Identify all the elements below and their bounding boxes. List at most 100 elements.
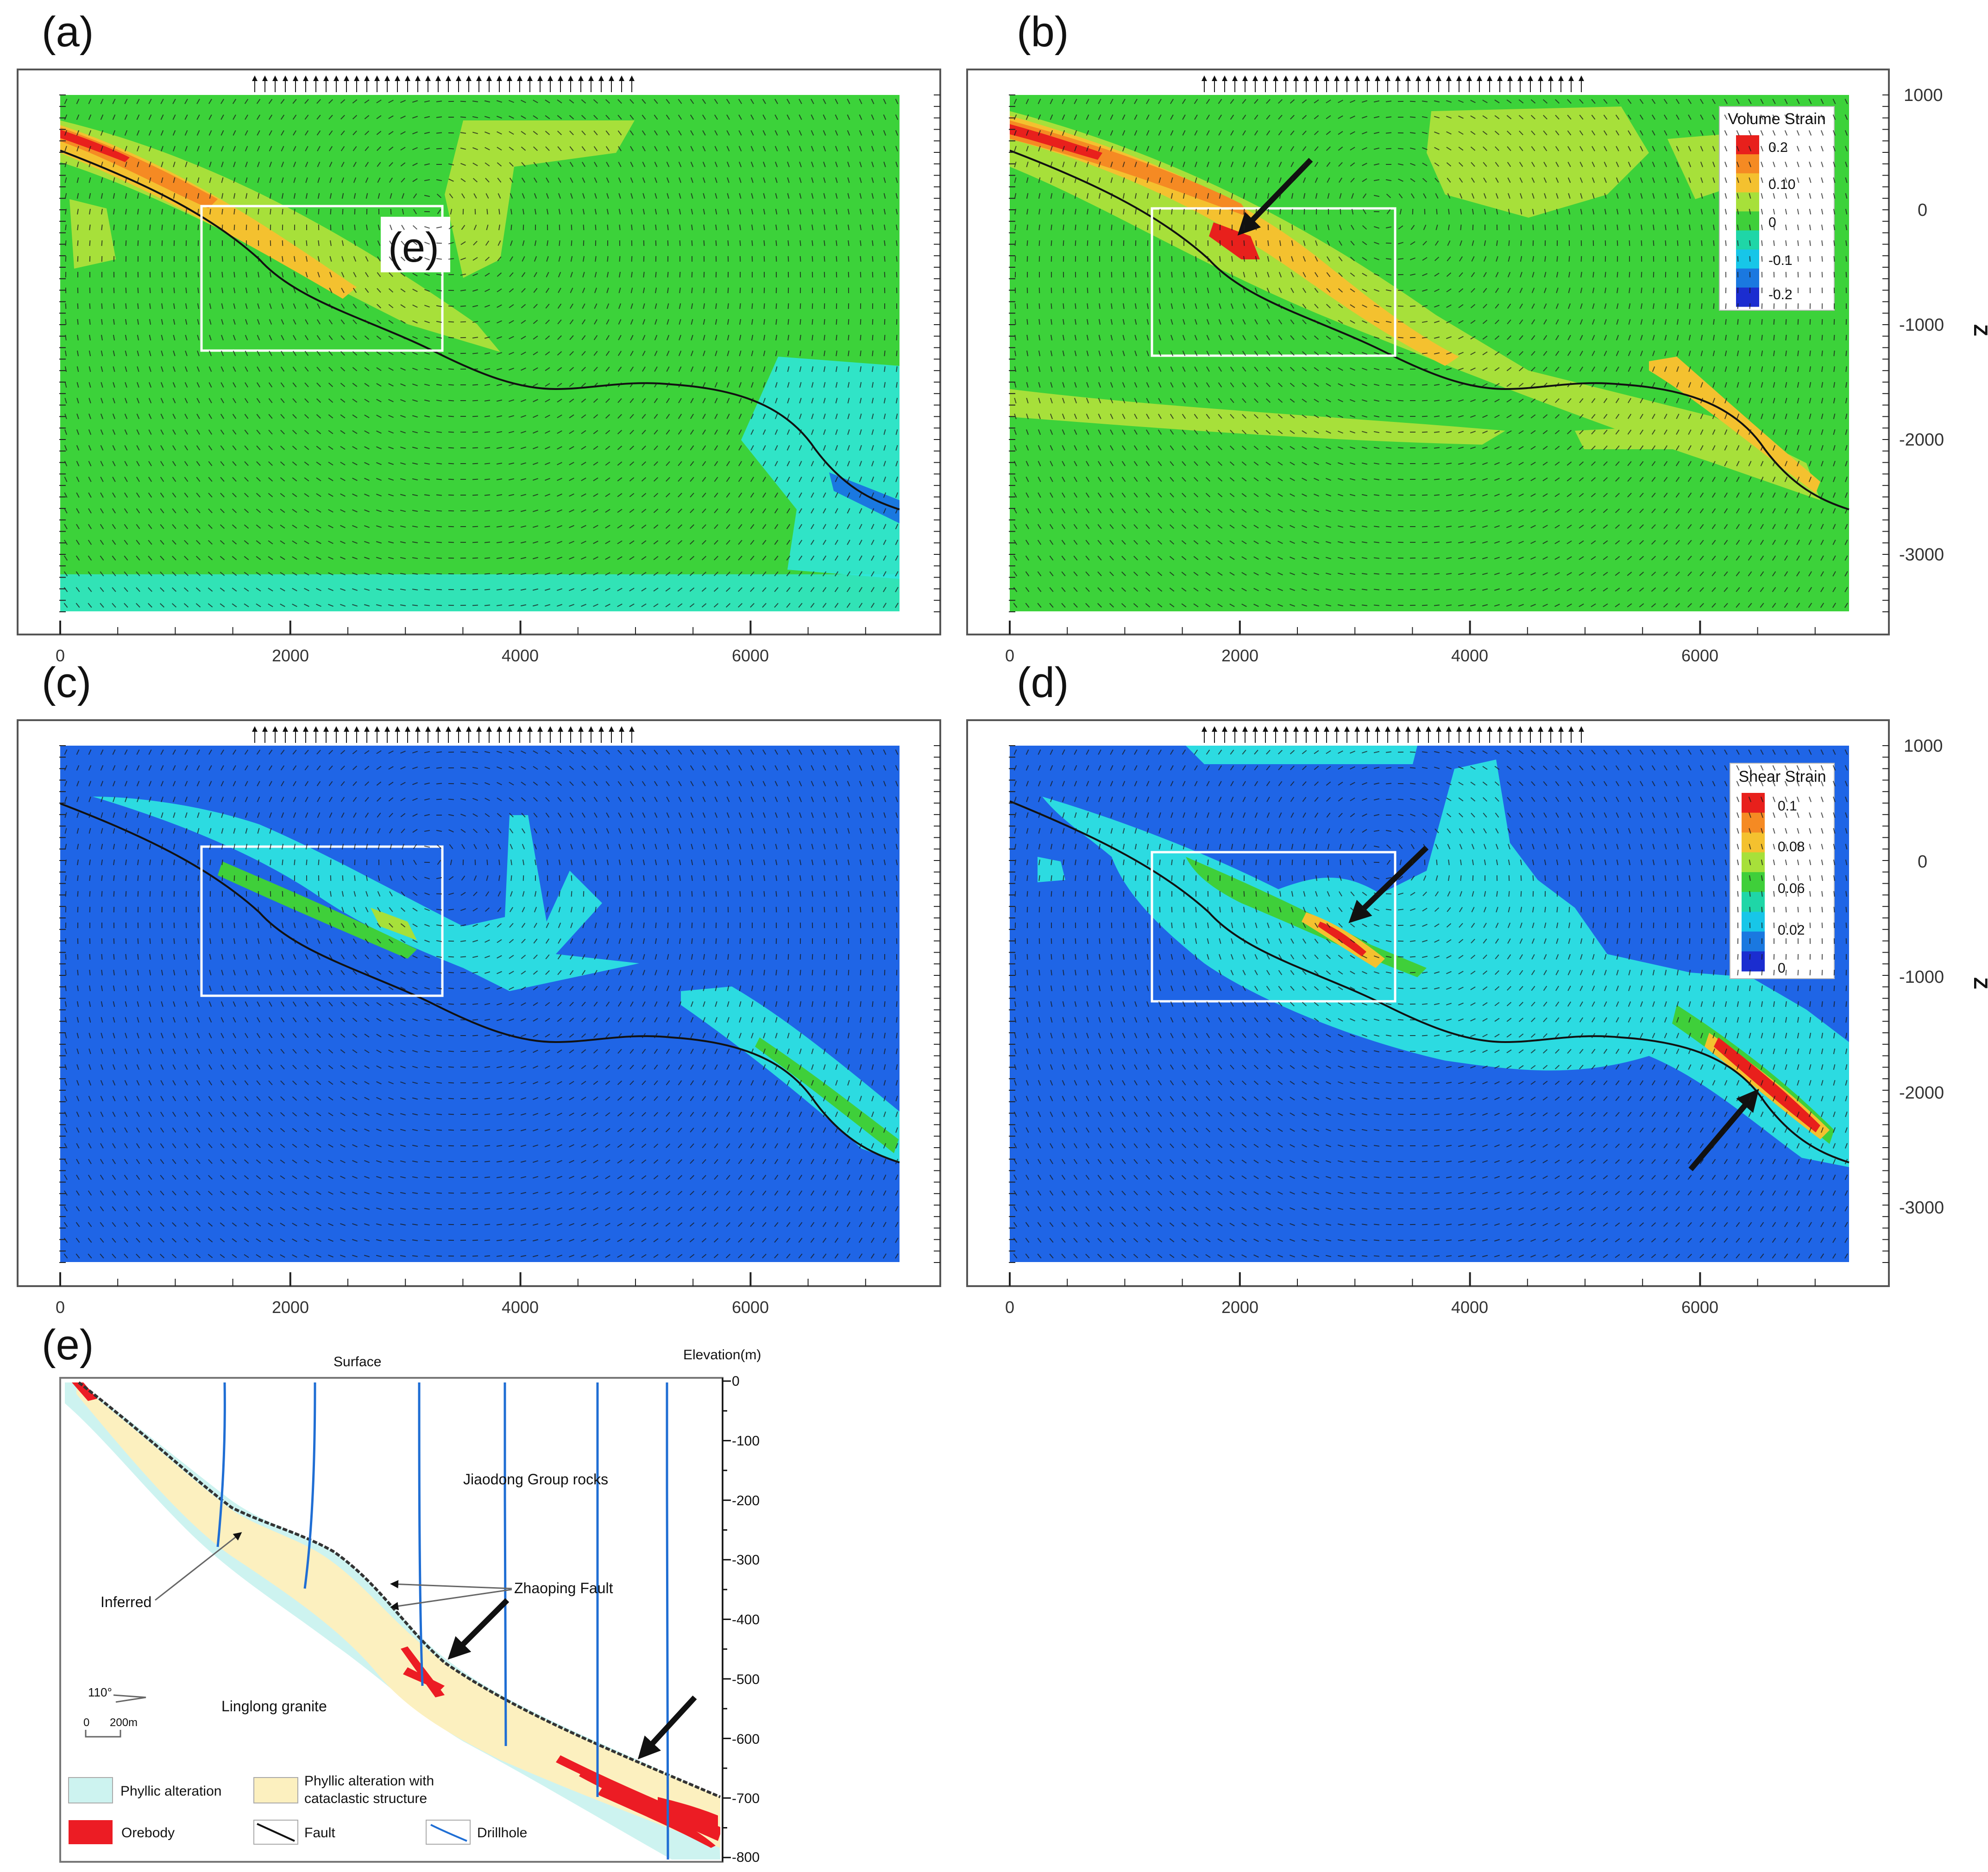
velocity-arrow bbox=[823, 477, 826, 482]
velocity-arrow bbox=[593, 509, 598, 513]
velocity-arrow bbox=[581, 556, 586, 560]
velocity-arrow bbox=[1243, 240, 1245, 246]
velocity-arrow bbox=[1074, 130, 1077, 136]
velocity-arrow bbox=[148, 445, 152, 451]
velocity-arrow bbox=[1446, 146, 1452, 151]
velocity-arrow bbox=[281, 303, 284, 309]
velocity-arrow bbox=[726, 572, 730, 576]
velocity-arrow bbox=[1051, 240, 1052, 246]
velocity-arrow bbox=[460, 751, 466, 753]
velocity-arrow bbox=[1519, 303, 1523, 309]
velocity-arrow bbox=[1158, 334, 1161, 341]
panel-d-red-core bbox=[1318, 922, 1366, 956]
velocity-arrow bbox=[715, 193, 717, 199]
velocity-arrow bbox=[581, 572, 586, 576]
velocity-arrow bbox=[136, 603, 140, 608]
velocity-arrow bbox=[1423, 225, 1427, 230]
velocity-arrow bbox=[1530, 99, 1536, 104]
velocity-arrow bbox=[125, 366, 127, 372]
velocity-arrow bbox=[1302, 146, 1307, 151]
velocity-arrow bbox=[256, 398, 261, 403]
velocity-arrow bbox=[1147, 208, 1149, 215]
velocity-arrow bbox=[569, 367, 574, 371]
velocity-arrow bbox=[739, 334, 742, 341]
velocity-arrow bbox=[1712, 146, 1716, 151]
velocity-arrow bbox=[257, 366, 260, 372]
velocity-arrow bbox=[738, 603, 742, 608]
velocity-arrow bbox=[799, 366, 802, 372]
velocity-arrow bbox=[787, 193, 790, 199]
velocity-arrow bbox=[498, 224, 500, 231]
velocity-arrow bbox=[1254, 146, 1258, 151]
velocity-arrow bbox=[569, 146, 574, 151]
velocity-arrow bbox=[1519, 146, 1523, 151]
velocity-arrow bbox=[1688, 114, 1692, 120]
velocity-arrow bbox=[727, 287, 729, 294]
velocity-arrow bbox=[1134, 114, 1138, 120]
velocity-arrow bbox=[209, 208, 211, 215]
velocity-arrow bbox=[1026, 161, 1029, 168]
velocity-arrow bbox=[1724, 99, 1728, 104]
velocity-arrow bbox=[124, 603, 128, 608]
velocity-arrow bbox=[160, 524, 164, 529]
panel-a: (a) (e) 0 2000 4000 6000 bbox=[17, 8, 941, 665]
velocity-arrow bbox=[533, 288, 538, 293]
velocity-arrow bbox=[1362, 320, 1367, 324]
velocity-arrow bbox=[1362, 178, 1367, 182]
velocity-arrow bbox=[304, 114, 309, 120]
velocity-arrow bbox=[1496, 256, 1498, 262]
velocity-arrow bbox=[835, 382, 838, 388]
velocity-arrow bbox=[424, 526, 430, 528]
velocity-arrow bbox=[533, 430, 538, 434]
velocity-arrow bbox=[581, 335, 586, 340]
velocity-arrow bbox=[1087, 208, 1088, 215]
velocity-arrow bbox=[1833, 224, 1835, 231]
velocity-arrow bbox=[763, 366, 766, 372]
velocity-arrow bbox=[1350, 288, 1355, 293]
velocity-arrow bbox=[835, 130, 838, 136]
velocity-arrow bbox=[1050, 146, 1053, 151]
velocity-arrow bbox=[232, 509, 237, 513]
velocity-arrow bbox=[618, 335, 622, 340]
velocity-arrow bbox=[617, 524, 623, 529]
velocity-arrow bbox=[895, 587, 899, 592]
velocity-arrow bbox=[545, 115, 550, 119]
velocity-arrow bbox=[472, 147, 478, 151]
velocity-arrow bbox=[763, 224, 765, 231]
velocity-arrow bbox=[643, 271, 645, 278]
velocity-arrow bbox=[822, 603, 827, 608]
velocity-arrow bbox=[377, 256, 381, 262]
velocity-arrow bbox=[233, 114, 236, 120]
velocity-arrow bbox=[412, 525, 418, 528]
velocity-arrow bbox=[1098, 146, 1101, 151]
velocity-arrow bbox=[726, 445, 730, 451]
velocity-arrow bbox=[328, 99, 333, 104]
velocity-arrow bbox=[1315, 193, 1318, 199]
velocity-arrow bbox=[786, 130, 790, 136]
velocity-arrow bbox=[1844, 130, 1848, 136]
velocity-arrow bbox=[1291, 240, 1294, 246]
velocity-arrow bbox=[1495, 288, 1499, 293]
velocity-arrow bbox=[1617, 287, 1618, 294]
velocity-arrow bbox=[232, 540, 237, 545]
velocity-arrow bbox=[1409, 273, 1416, 276]
velocity-arrow bbox=[64, 350, 67, 357]
velocity-arrow bbox=[400, 272, 406, 277]
velocity-arrow bbox=[811, 177, 814, 183]
velocity-arrow bbox=[1689, 303, 1691, 309]
velocity-arrow bbox=[665, 509, 671, 513]
velocity-arrow bbox=[100, 429, 104, 435]
velocity-arrow bbox=[472, 257, 478, 261]
velocity-arrow bbox=[388, 572, 394, 575]
velocity-arrow bbox=[1784, 114, 1788, 120]
velocity-arrow bbox=[666, 382, 670, 388]
velocity-arrow bbox=[424, 415, 430, 418]
velocity-arrow bbox=[1302, 288, 1307, 293]
velocity-arrow bbox=[786, 114, 790, 120]
velocity-arrow bbox=[293, 303, 296, 309]
velocity-arrow bbox=[1736, 177, 1739, 183]
velocity-arrow bbox=[1146, 161, 1149, 168]
velocity-arrow bbox=[1218, 335, 1222, 340]
velocity-arrow bbox=[1025, 130, 1029, 136]
velocity-arrow bbox=[726, 477, 730, 482]
